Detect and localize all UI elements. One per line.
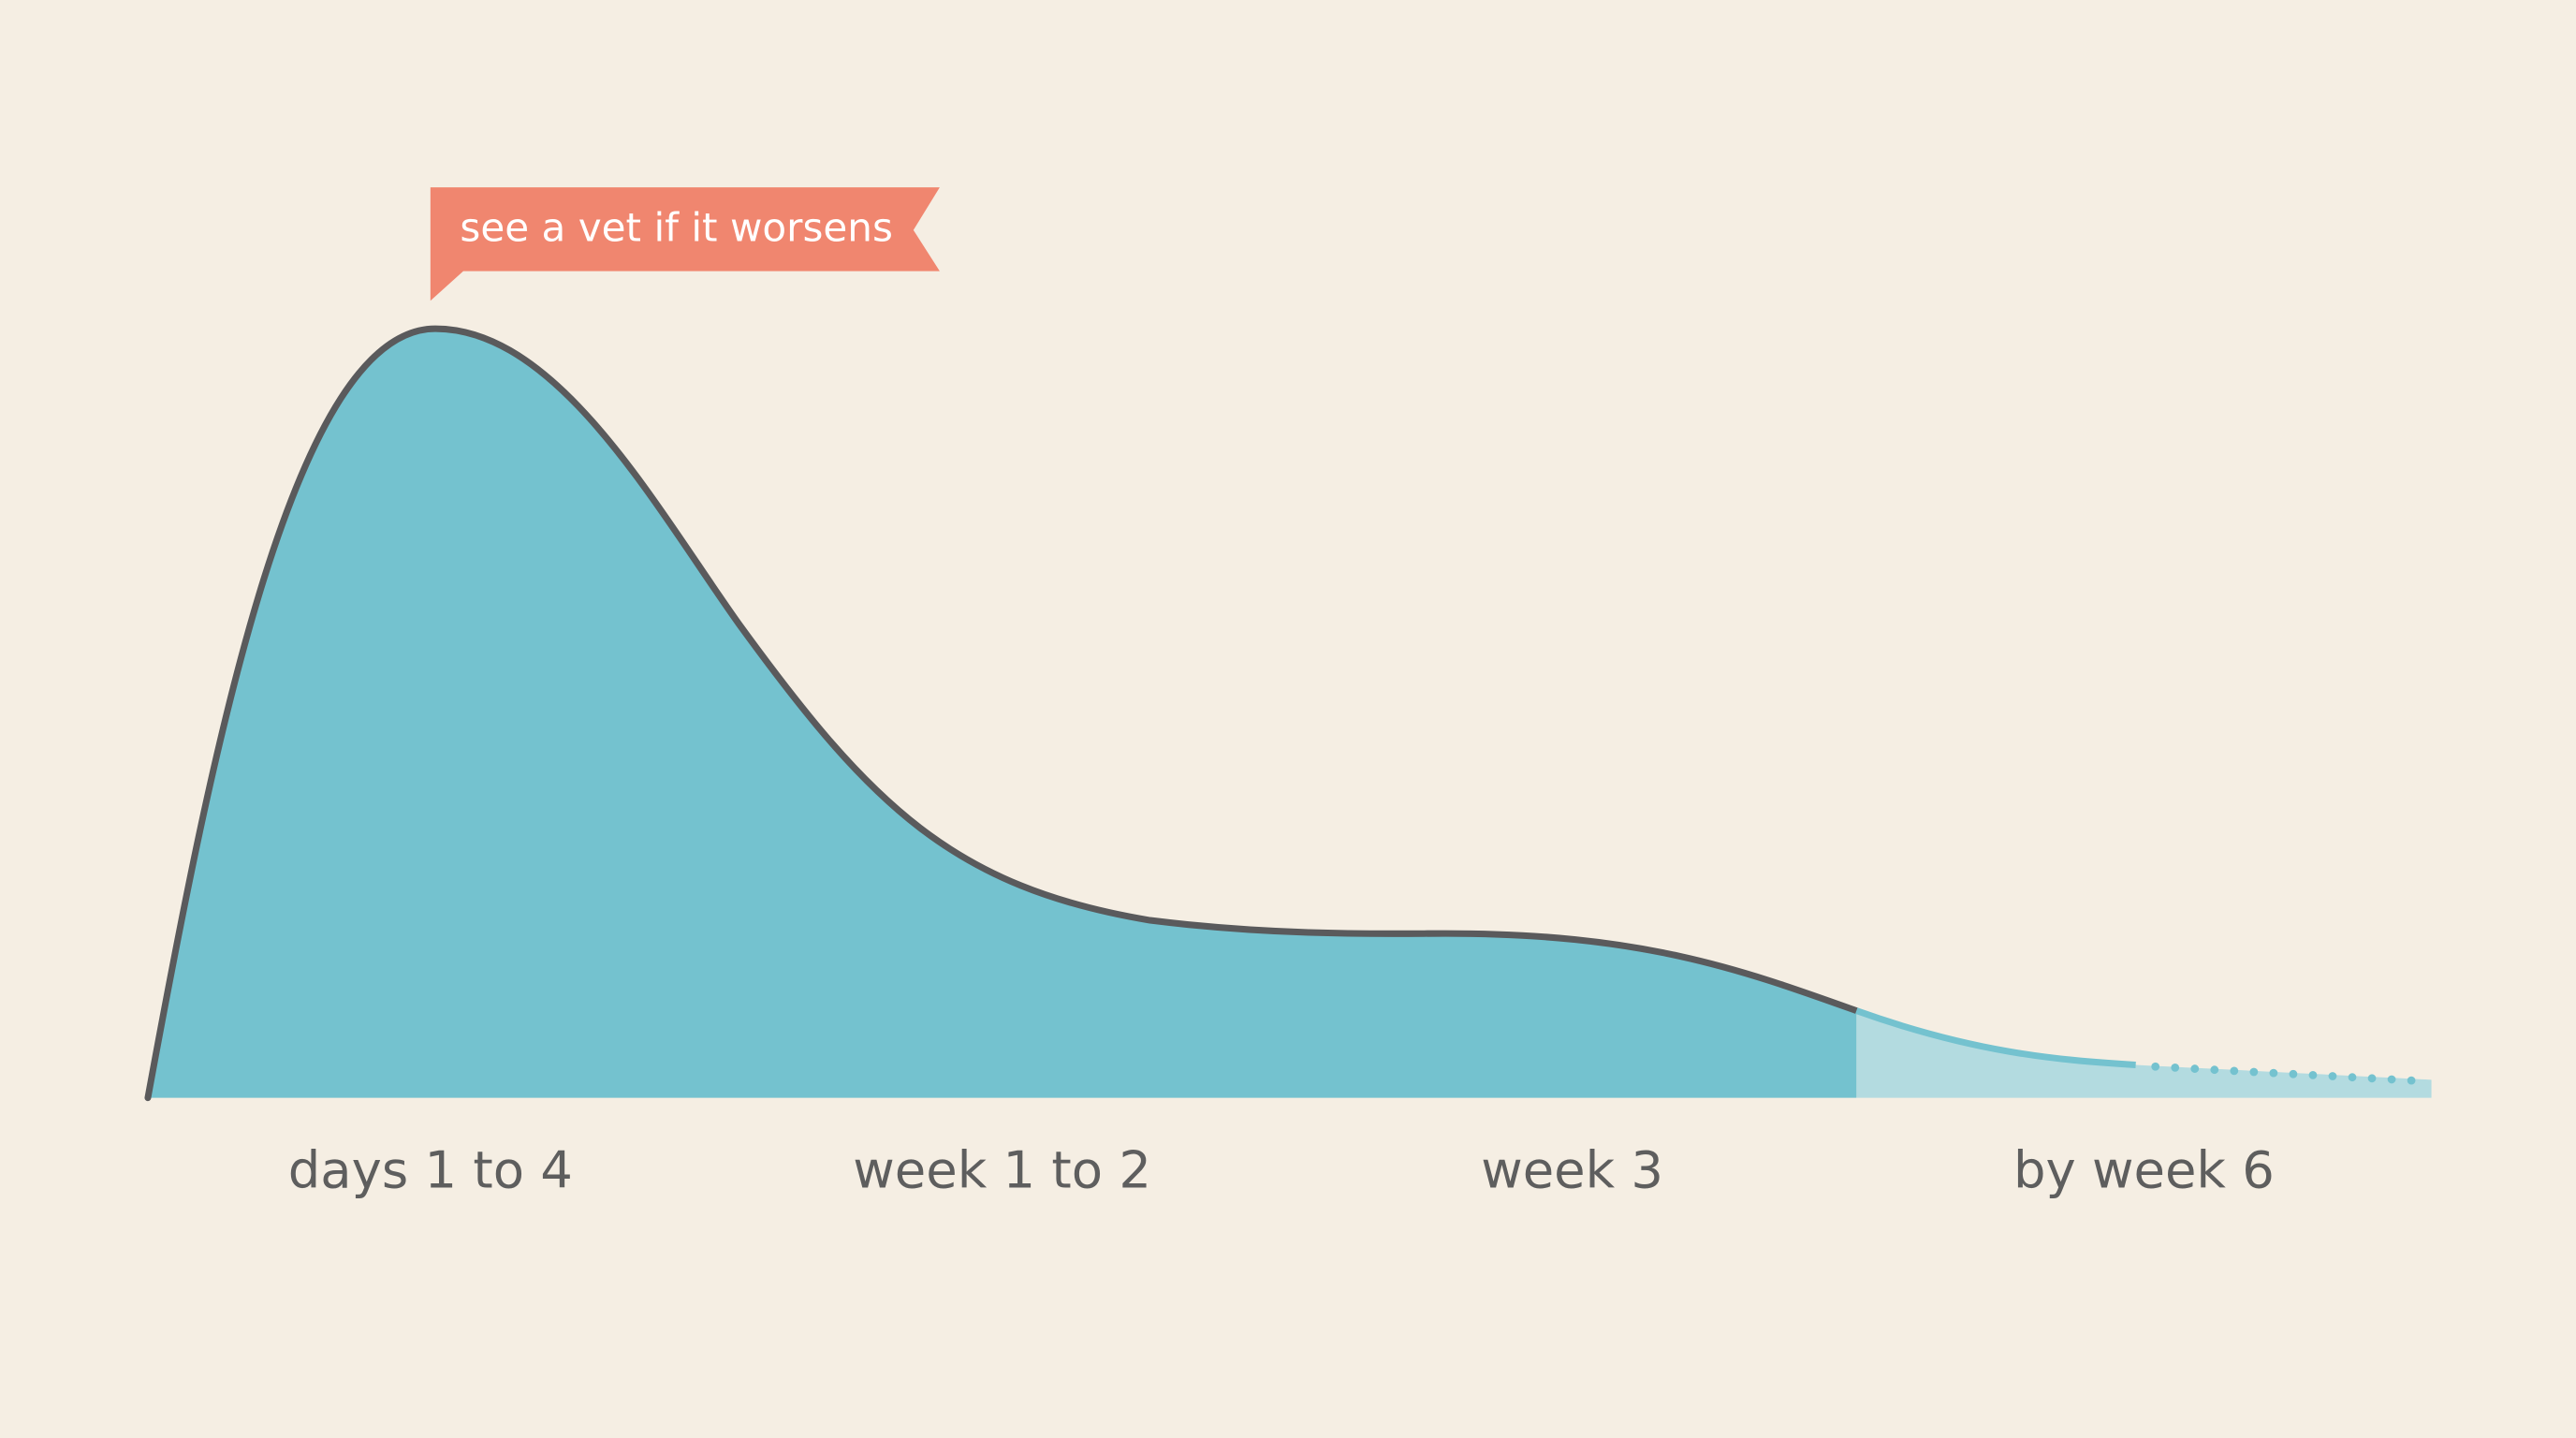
stage-label: by week 6 [2013, 1139, 2275, 1199]
annotation-flag [430, 187, 940, 301]
stage-label: week 1 to 2 [853, 1139, 1151, 1199]
stage-label: week 3 [1481, 1139, 1663, 1199]
curve-outline [144, 325, 1860, 1102]
tail-dots [2151, 1062, 2433, 1086]
tail-area [1856, 1010, 2432, 1098]
stage-label: days 1 to 4 [288, 1139, 573, 1199]
annotation-text: see a vet if it worsens [460, 204, 893, 250]
main-area [147, 329, 1857, 1098]
tail-line [1855, 1007, 2136, 1069]
